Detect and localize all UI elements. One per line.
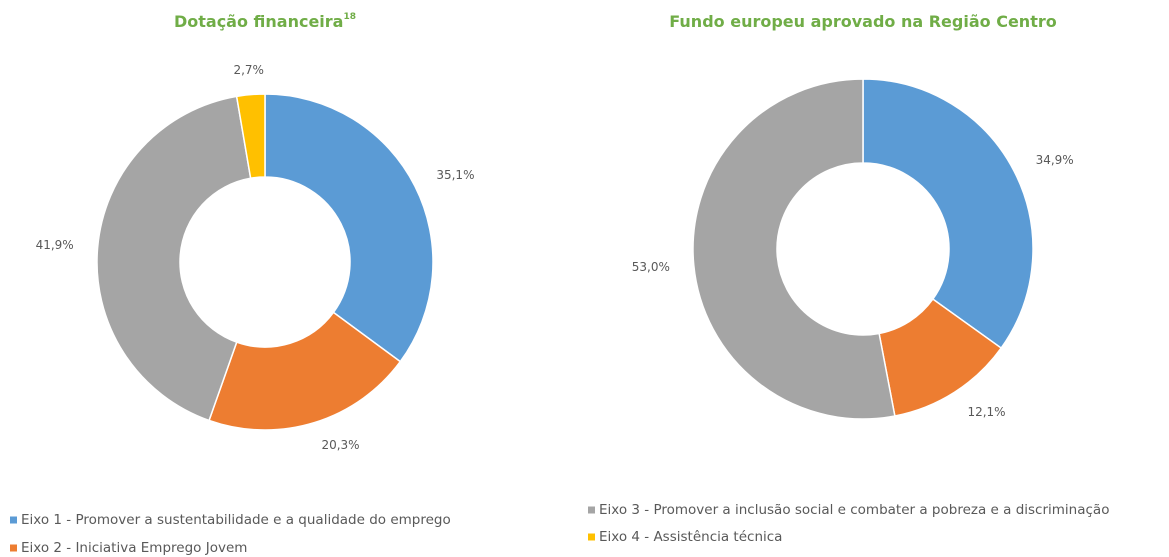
- title-note: 18: [343, 12, 356, 22]
- donut-segment: [692, 78, 896, 420]
- data-label: 35,1%: [436, 168, 474, 182]
- data-label: 41,9%: [36, 238, 74, 252]
- chart-title: Fundo europeu aprovado na Região Centro: [669, 12, 1056, 31]
- data-label: 34,9%: [1036, 153, 1074, 167]
- chart-title-text: Dotação financeira: [174, 12, 344, 31]
- legend-swatch: [588, 533, 595, 541]
- data-label: 20,3%: [321, 438, 359, 452]
- legend-label: Eixo 3 - Promover a inclusão social e co…: [599, 502, 1109, 518]
- legend-label: Eixo 1 - Promover a sustentabilidade e a…: [21, 512, 451, 528]
- donut-segment: [208, 311, 402, 431]
- donut-segment: [235, 93, 266, 180]
- donut-segment: [264, 93, 434, 363]
- donut-segment: [862, 78, 1034, 350]
- legend-swatch: [10, 516, 17, 524]
- donut-segment: [96, 95, 252, 422]
- legend-label: Eixo 2 - Iniciativa Emprego Jovem: [21, 540, 247, 556]
- data-label: 53,0%: [632, 260, 670, 274]
- data-label: 2,7%: [233, 63, 264, 77]
- chart-title: Dotação financeira18: [174, 12, 356, 31]
- data-label: 12,1%: [967, 405, 1005, 419]
- legend-swatch: [588, 506, 595, 514]
- legend-label: Eixo 4 - Assistência técnica: [599, 529, 782, 545]
- legend-swatch: [10, 544, 17, 552]
- chart-title-text: Fundo europeu aprovado na Região Centro: [669, 12, 1056, 31]
